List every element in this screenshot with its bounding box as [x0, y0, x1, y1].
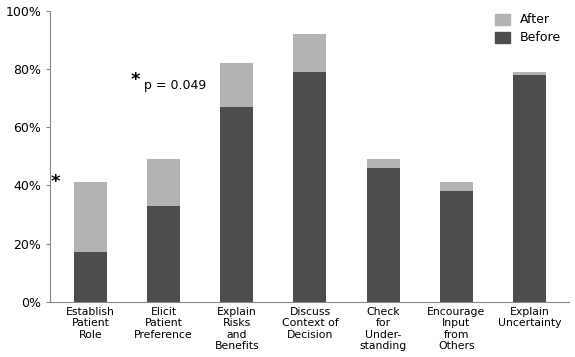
Bar — [147, 159, 180, 206]
Bar — [220, 63, 253, 107]
Bar — [74, 182, 107, 252]
Bar — [147, 206, 180, 302]
Text: *: * — [50, 174, 60, 191]
Bar — [367, 159, 400, 168]
Bar — [220, 107, 253, 302]
Bar — [513, 72, 546, 75]
Bar — [367, 168, 400, 302]
Legend: After, Before: After, Before — [492, 11, 563, 47]
Text: p = 0.049: p = 0.049 — [144, 79, 206, 92]
Bar — [440, 191, 473, 302]
Bar — [440, 182, 473, 191]
Text: *: * — [131, 71, 140, 89]
Bar — [293, 34, 327, 72]
Bar — [513, 72, 546, 302]
Bar — [74, 252, 107, 302]
Bar — [293, 72, 327, 302]
